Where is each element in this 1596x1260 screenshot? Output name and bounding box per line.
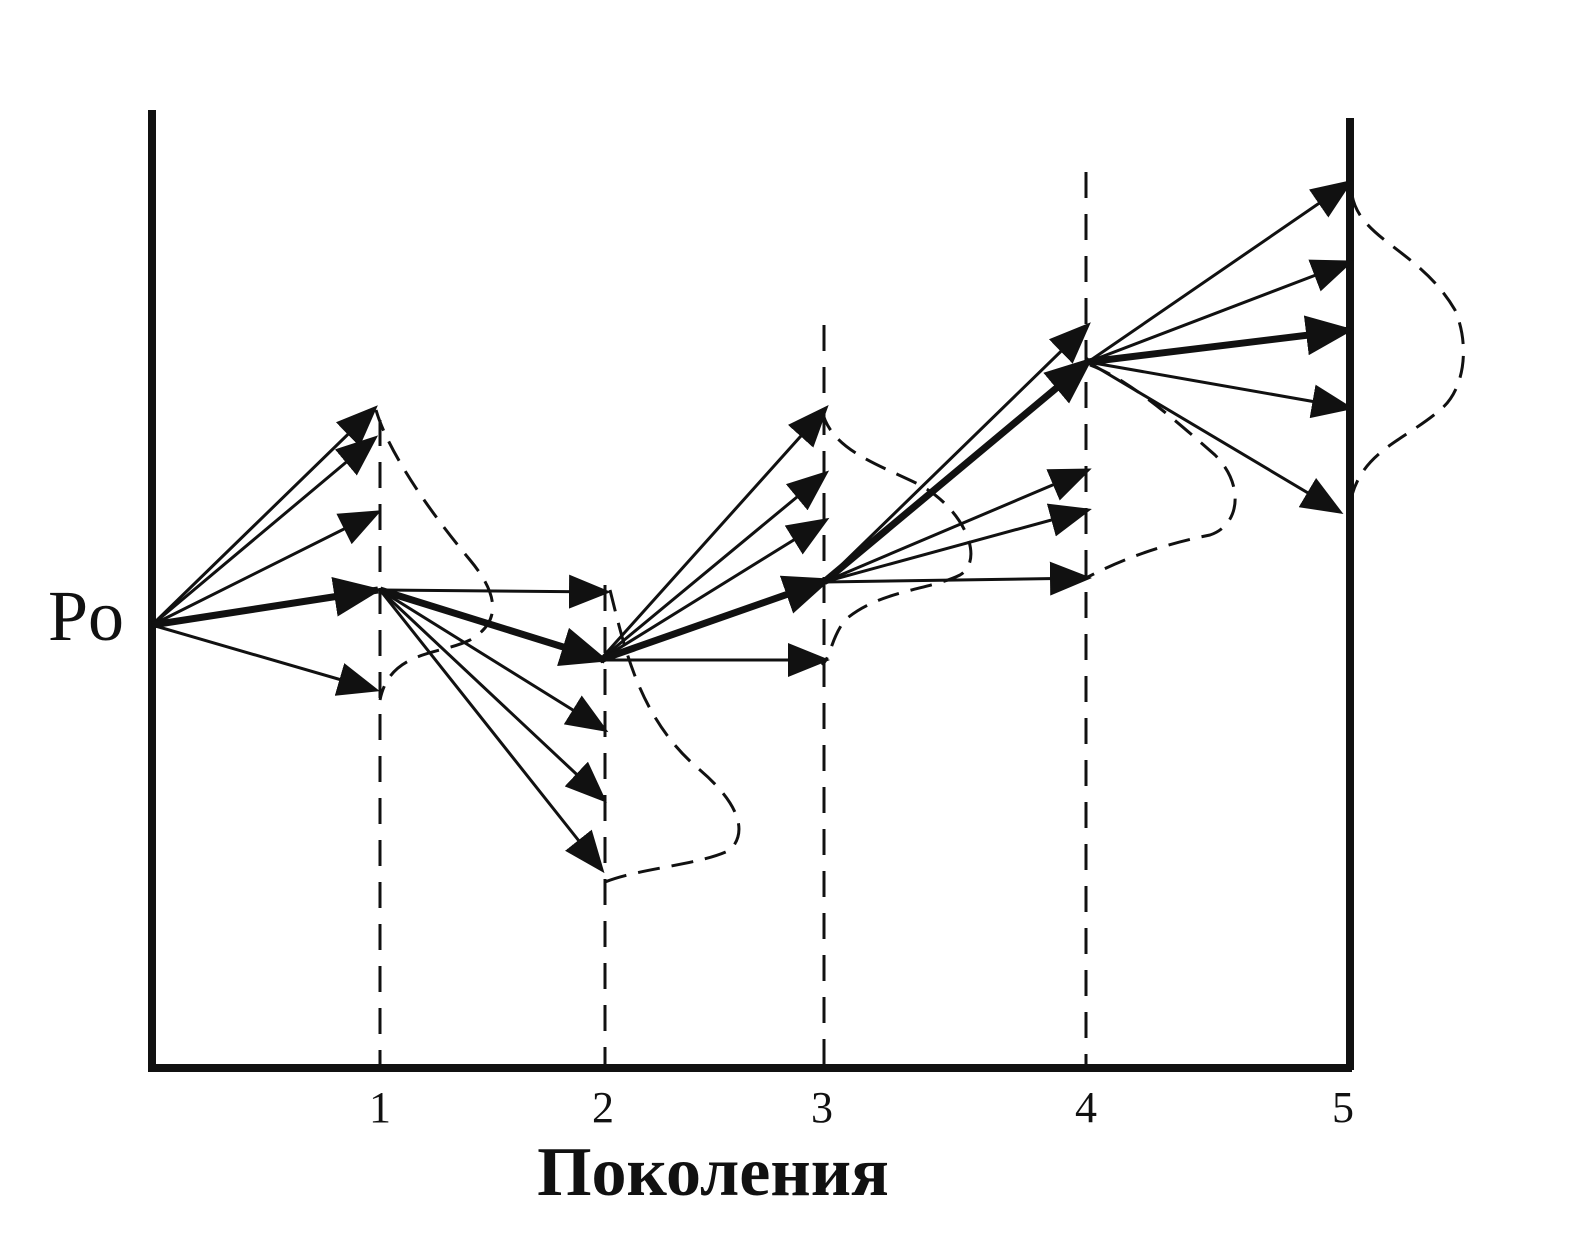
distribution-curve-gen5 — [1350, 194, 1465, 496]
arrow — [823, 561, 1092, 596]
tick-label-2: 2 — [592, 1083, 614, 1132]
arrow — [598, 405, 829, 662]
arrows-gen2-to-gen3 — [598, 405, 832, 677]
arrow-main-lineage — [1087, 315, 1354, 366]
arrow — [379, 588, 609, 733]
distribution-curve-gen3 — [820, 409, 973, 667]
arrow-main-lineage — [598, 575, 832, 664]
distribution-curve-gen1 — [374, 409, 495, 701]
arrow — [151, 510, 382, 627]
tick-label-1: 1 — [369, 1083, 391, 1132]
tick-label-4: 4 — [1075, 1083, 1097, 1132]
arrow — [822, 322, 1091, 584]
arrows-gen4-to-gen5 — [1087, 179, 1354, 515]
arrow — [1087, 259, 1354, 364]
arrow — [379, 574, 611, 609]
arrow-main-lineage — [151, 576, 382, 629]
arrow — [151, 623, 380, 696]
arrow — [378, 588, 607, 803]
arrow — [1087, 179, 1354, 364]
arrow — [378, 589, 605, 874]
origin-label: Po — [48, 576, 124, 656]
arrow — [1087, 360, 1354, 419]
tick-label-3: 3 — [811, 1083, 833, 1132]
distribution-curve-gen4 — [1085, 363, 1237, 580]
tick-label-5: 5 — [1332, 1083, 1354, 1132]
arrows-origin-to-gen1 — [150, 405, 382, 696]
arrow — [599, 517, 830, 662]
x-axis-title: Поколения — [537, 1134, 889, 1211]
arrow — [823, 468, 1092, 584]
arrow — [151, 435, 379, 627]
axes — [148, 110, 1354, 1072]
arrow — [1087, 360, 1344, 515]
arrow-main-lineage — [821, 357, 1094, 585]
arrow — [599, 470, 830, 662]
arrows-gen1-to-gen2 — [378, 574, 611, 874]
arrow — [823, 503, 1092, 584]
distribution-curve-gen2 — [604, 589, 741, 884]
distribution-curves — [374, 194, 1465, 884]
arrows-gen3-to-gen4 — [821, 322, 1094, 596]
arrow-main-lineage — [378, 586, 609, 667]
x-axis-ticks: 1 2 3 4 5 — [369, 1083, 1354, 1132]
